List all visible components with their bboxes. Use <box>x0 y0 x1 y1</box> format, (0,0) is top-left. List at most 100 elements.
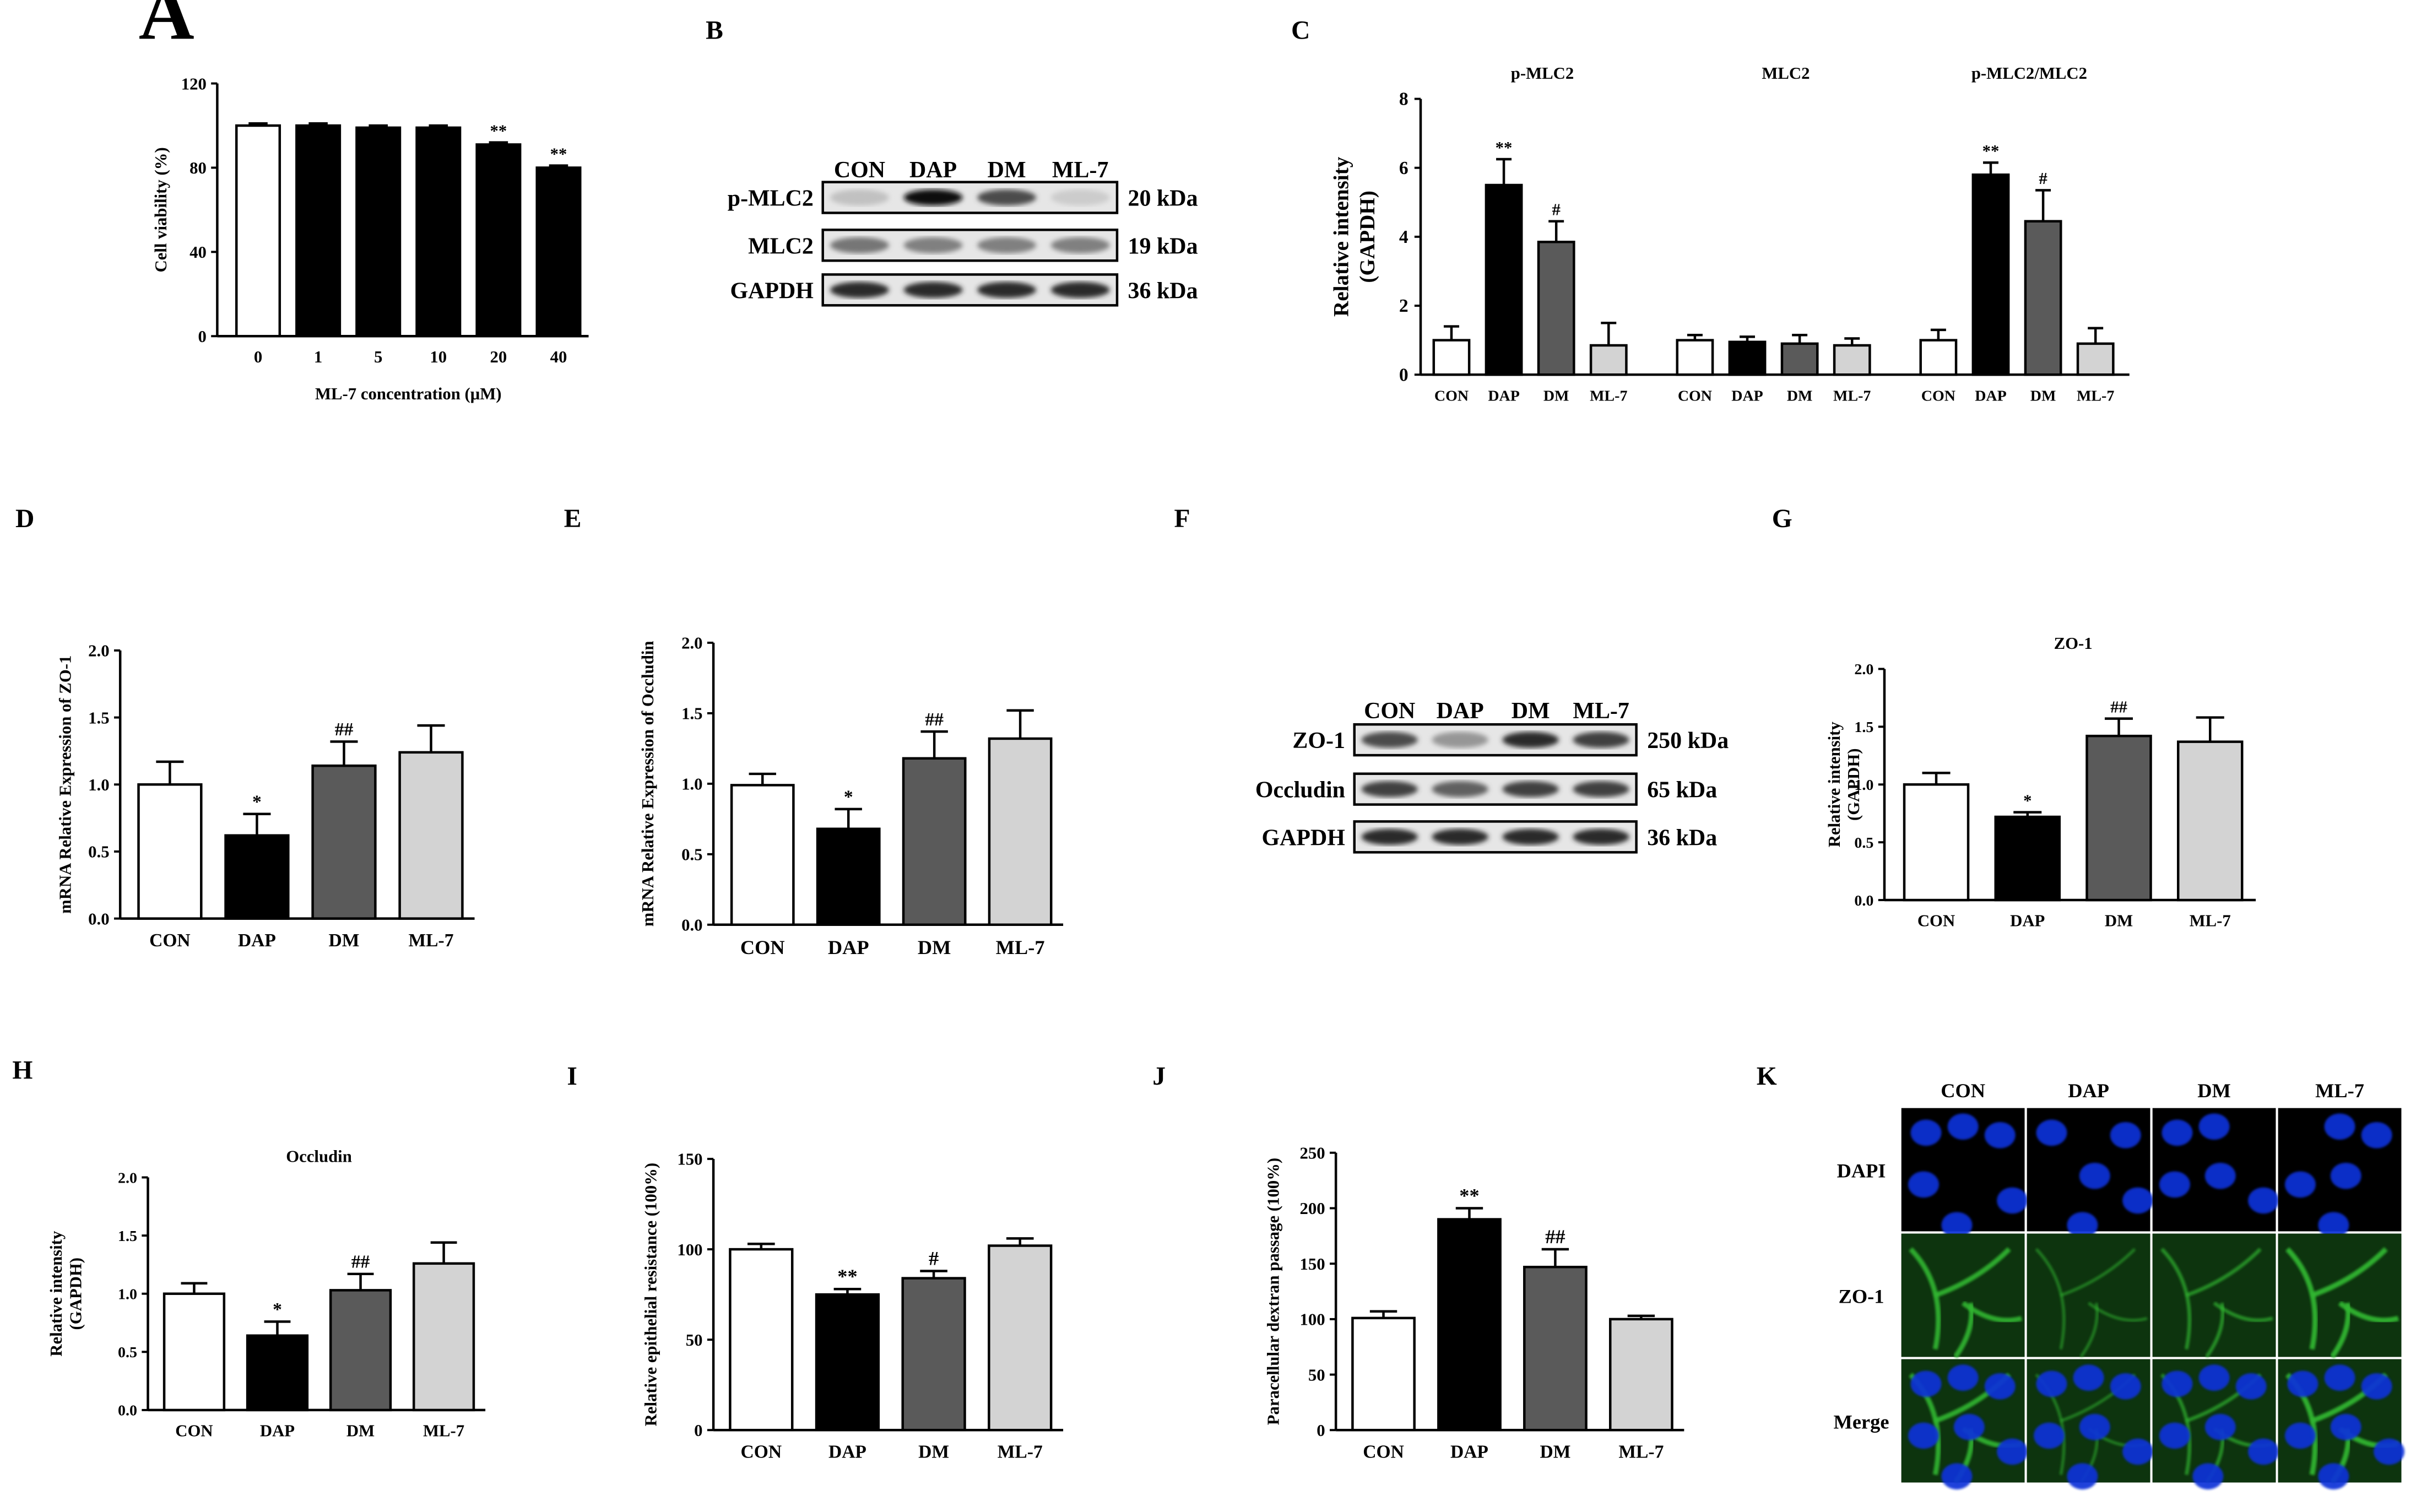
y-tick-label: 0.5 <box>681 846 702 864</box>
nucleus <box>1910 1119 1942 1146</box>
y-tick-label: 50 <box>686 1331 703 1350</box>
y-axis-label-line1: Relative intensity <box>1825 722 1844 848</box>
lane-label: CON <box>834 158 885 183</box>
row-label: Merge <box>1834 1411 1889 1433</box>
bar <box>729 1248 794 1432</box>
cell-junction <box>2060 1248 2136 1297</box>
bar <box>1728 340 1767 376</box>
x-tick-label: DM <box>329 930 360 951</box>
x-tick-label: 1 <box>314 348 322 366</box>
x-tick-label: DM <box>1540 1442 1570 1462</box>
nucleus <box>1947 1364 1979 1391</box>
x-tick-label: CON <box>1917 912 1955 930</box>
nucleus <box>2034 1422 2065 1449</box>
bar <box>329 1289 392 1412</box>
bar <box>311 764 377 920</box>
x-tick-label: DM <box>1787 388 1813 405</box>
row-label: ZO-1 <box>1839 1286 1884 1308</box>
x-tick-label: CON <box>740 936 785 958</box>
blot-band <box>1361 828 1418 845</box>
blot-band <box>1432 731 1488 748</box>
y-tick-label: 40 <box>189 243 207 262</box>
y-tick-label: 2.0 <box>118 1169 137 1186</box>
chart-d: 0.0 0.5 1.0 1.5 2.0 CON DAP * DM ## ML-7 mRNA Relat… <box>56 642 475 951</box>
x-tick-label: 40 <box>550 348 567 366</box>
row-label: GAPDH <box>730 278 813 304</box>
blot-band <box>1432 828 1488 845</box>
x-tick-label: ML-7 <box>1618 1442 1664 1462</box>
lane-label: CON <box>1364 698 1415 724</box>
y-tick-label: 2.0 <box>1854 661 1873 678</box>
x-tick-label: DM <box>2030 388 2056 405</box>
blot-band <box>1050 237 1110 253</box>
bar <box>162 1292 226 1412</box>
bar <box>1537 240 1575 376</box>
bar <box>1523 1265 1588 1432</box>
bar <box>295 124 342 338</box>
x-tick-label: 10 <box>430 348 447 366</box>
significance-mark: ** <box>550 144 567 163</box>
x-tick-label: DAP <box>1488 388 1519 405</box>
y-axis-label-line2: (GAPDH) <box>66 1258 85 1330</box>
molecular-weight-label: 20 kDa <box>1128 186 1198 212</box>
x-tick-label: DM <box>2105 912 2133 930</box>
y-axis-label-line2: (GAPDH) <box>1844 748 1863 821</box>
x-tick-label: ML-7 <box>1590 388 1627 405</box>
blot-band <box>830 281 889 298</box>
x-tick-label: CON <box>175 1421 213 1440</box>
x-tick-label: 5 <box>374 348 382 366</box>
blot-band <box>1050 281 1110 298</box>
blot-band <box>1361 781 1418 798</box>
significance-mark: ** <box>1459 1184 1479 1206</box>
blot-band <box>1050 189 1110 206</box>
x-tick-label: ML-7 <box>998 1442 1043 1462</box>
bar <box>1485 183 1523 376</box>
x-tick-label: ML-7 <box>1833 388 1871 405</box>
x-tick-label: 0 <box>254 348 262 366</box>
x-tick-label: DM <box>346 1421 375 1440</box>
nucleus <box>2079 1413 2110 1440</box>
y-tick-label: 150 <box>1299 1255 1325 1273</box>
y-axis-label: mRNA Relative Expression of Occludin <box>638 641 657 926</box>
y-tick-label: 250 <box>1299 1144 1325 1163</box>
nucleus <box>2284 1171 2316 1198</box>
y-tick-label: 200 <box>1299 1199 1325 1218</box>
x-tick-label: DAP <box>2010 912 2045 930</box>
bar <box>1919 339 1958 376</box>
nucleus <box>1910 1370 1942 1397</box>
nucleus <box>1953 1413 1985 1440</box>
y-tick-label: 80 <box>189 159 207 177</box>
bar <box>2085 734 2152 902</box>
x-tick-label: DAP <box>238 930 276 951</box>
significance-mark: ## <box>351 1252 370 1272</box>
column-label: DAP <box>2068 1080 2109 1102</box>
bar <box>246 1334 309 1412</box>
nucleus <box>1941 1463 1973 1489</box>
bar <box>901 1277 966 1432</box>
panel-label-h: H <box>12 1056 32 1085</box>
panel-label-c: C <box>1291 16 1310 45</box>
nucleus <box>2067 1463 2098 1489</box>
bar <box>1971 173 2010 376</box>
y-axis-label: Relative epithelial resistance (100%) <box>642 1163 660 1427</box>
nucleus <box>2110 1122 2141 1148</box>
significance-mark: * <box>273 1299 282 1320</box>
x-tick-label: DAP <box>1450 1442 1488 1462</box>
chart-c: 0 2 4 6 8 CON DAP ** DM # ML-7 p-MLC2 CON DAP DM ML-7 ML… <box>1330 64 2130 405</box>
y-tick-label: 2 <box>1399 296 1409 316</box>
blot-band <box>903 189 963 206</box>
significance-mark: * <box>252 792 262 812</box>
y-tick-label: 1.5 <box>1854 719 1873 736</box>
x-tick-label: 20 <box>490 348 507 366</box>
cell-junction <box>2079 1303 2099 1358</box>
blot-band <box>1502 781 1559 798</box>
nucleus <box>2036 1119 2067 1146</box>
significance-mark: ** <box>837 1265 857 1287</box>
row-label: MLC2 <box>748 234 814 259</box>
bar <box>535 166 582 338</box>
nucleus <box>2361 1373 2392 1400</box>
nucleus <box>1997 1187 2028 1214</box>
x-axis-label: ML-7 concentration (μM) <box>315 384 502 403</box>
panel-label-b: B <box>706 16 723 45</box>
blot-band <box>830 189 889 206</box>
